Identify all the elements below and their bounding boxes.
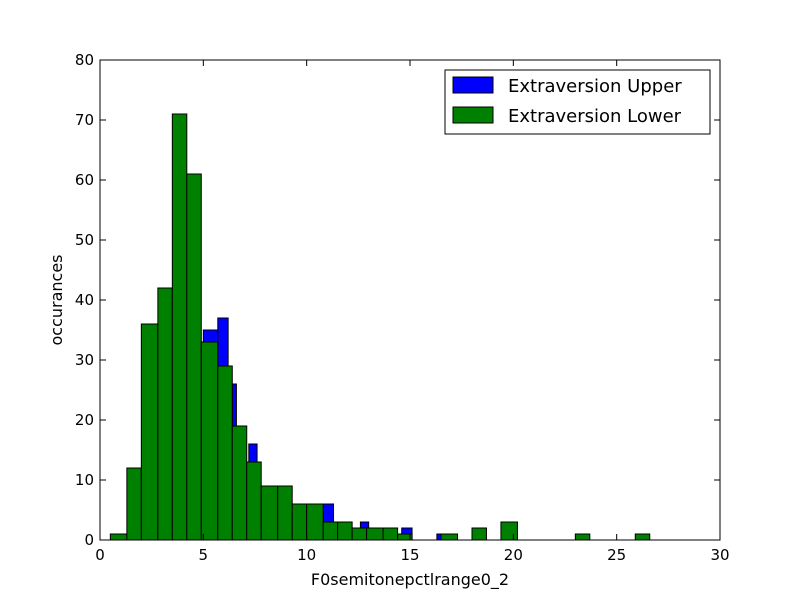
x-tick-label: 25 xyxy=(607,546,626,564)
bar-lower-0 xyxy=(109,533,128,541)
legend: Extraversion Upper Extraversion Lower xyxy=(444,69,711,135)
y-tick-label: 30 xyxy=(75,351,94,369)
bar-lower-24 xyxy=(634,533,651,541)
x-tick-label: 30 xyxy=(710,546,729,564)
y-tick-label: 60 xyxy=(75,171,94,189)
bar-lower-21 xyxy=(471,527,487,541)
x-axis-tick-labels: 0 5 10 15 20 25 30 xyxy=(95,546,729,564)
bar-lower-23 xyxy=(574,533,591,541)
axis-ticks xyxy=(99,59,721,541)
bar-lower-5 xyxy=(186,173,202,541)
bar-lower-17 xyxy=(366,527,384,541)
x-tick-label: 15 xyxy=(400,546,419,564)
bar-lower-13 xyxy=(306,503,324,541)
x-tick-label: 5 xyxy=(199,546,209,564)
bar-lower-4 xyxy=(171,113,188,541)
bar-lower-12 xyxy=(291,503,308,541)
bar-lower-14 xyxy=(322,521,339,541)
y-tick-label: 0 xyxy=(84,531,94,549)
bar-lower-9 xyxy=(246,461,262,541)
y-tick-label: 70 xyxy=(75,111,94,129)
legend-label-upper: Extraversion Upper xyxy=(508,76,682,97)
x-tick-label: 20 xyxy=(504,546,523,564)
bar-lower-3 xyxy=(157,287,173,541)
bar-lower-16 xyxy=(351,527,368,541)
bar-lower-7 xyxy=(217,365,233,541)
legend-label-lower: Extraversion Lower xyxy=(508,106,682,127)
series-extraversion-lower-bars xyxy=(109,113,651,541)
x-axis-title: F0semitonepctlrange0_2 xyxy=(311,570,509,590)
bar-lower-18 xyxy=(382,527,399,541)
bar-lower-8 xyxy=(231,425,248,541)
y-axis-title: occurances xyxy=(47,254,66,345)
y-axis-tick-labels: 0 10 20 30 40 50 60 70 80 xyxy=(75,51,94,549)
bar-lower-15 xyxy=(337,521,353,541)
bar-lower-10 xyxy=(260,485,279,541)
bar-lower-22 xyxy=(500,521,518,541)
y-tick-label: 50 xyxy=(75,231,94,249)
bar-lower-1 xyxy=(126,467,142,541)
bar-lower-2 xyxy=(140,323,159,541)
bar-lower-6 xyxy=(200,341,219,541)
y-tick-label: 20 xyxy=(75,411,94,429)
legend-swatch-lower xyxy=(452,106,494,124)
y-tick-label: 10 xyxy=(75,471,94,489)
bar-lower-11 xyxy=(277,485,293,541)
y-tick-label: 40 xyxy=(75,291,94,309)
bar-lower-20 xyxy=(440,533,459,541)
x-tick-label: 0 xyxy=(95,546,105,564)
y-tick-label: 80 xyxy=(75,51,94,69)
legend-swatch-upper xyxy=(452,76,494,94)
x-tick-label: 10 xyxy=(297,546,316,564)
